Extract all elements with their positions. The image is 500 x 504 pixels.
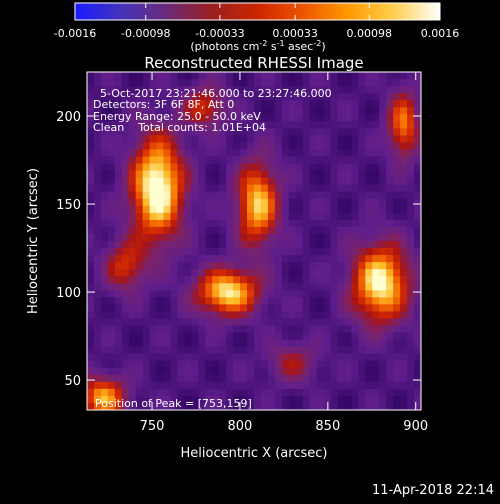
plot-frame xyxy=(86,71,422,411)
y-tick-label: 50 xyxy=(64,374,81,389)
y-tick-label: 150 xyxy=(56,198,81,213)
axis-ticks: 750 800 850 900 50 100 150 200 xyxy=(56,72,428,434)
x-tick-label: 850 xyxy=(315,419,340,434)
colorbar-tick-label: 0.00033 xyxy=(272,27,318,40)
x-tick-label: 900 xyxy=(403,419,428,434)
colorbar-unit-label: (photons cm-2 s-1 asec-2) xyxy=(190,39,325,53)
y-tick-label: 100 xyxy=(56,286,81,301)
colorbar-gradient xyxy=(74,2,441,21)
y-axis-label: Heliocentric Y (arcsec) xyxy=(26,168,41,314)
colorbar-tick-label: -0.0016 xyxy=(54,27,96,40)
footer-date: 11-Apr-2018 22:14 xyxy=(372,483,494,498)
colorbar: -0.0016 -0.00098 -0.00033 0.00033 0.00098 0.0… xyxy=(54,2,459,53)
x-tick-label: 750 xyxy=(140,419,165,434)
x-tick-label: 800 xyxy=(228,419,253,434)
annotation-clean: Clean Total counts: 1.01E+04 xyxy=(93,121,266,134)
annotation-energy: Energy Range: 25.0 - 50.0 keV xyxy=(93,110,261,123)
colorbar-tick-label: -0.00098 xyxy=(121,27,170,40)
annotations: 5-Oct-2017 23:21:46.000 to 23:27:46.000 … xyxy=(93,87,332,410)
chart-title: Reconstructed RHESSI Image xyxy=(144,54,363,72)
heatmap-image xyxy=(87,72,421,410)
colorbar-ticks: -0.0016 -0.00098 -0.00033 0.00033 0.00098 0.0… xyxy=(54,3,459,40)
annotation-peak: Position of Peak = [753,159] xyxy=(95,397,252,410)
annotation-detectors: Detectors: 3F 6F 8F, Att 0 xyxy=(93,98,234,111)
annotation-time: 5-Oct-2017 23:21:46.000 to 23:27:46.000 xyxy=(100,87,332,100)
colorbar-tick-label: 0.00098 xyxy=(347,27,393,40)
colorbar-tick-label: 0.0016 xyxy=(421,27,460,40)
y-tick-label: 200 xyxy=(56,110,81,125)
colorbar-tick-label: -0.00033 xyxy=(195,27,244,40)
x-axis-label: Heliocentric X (arcsec) xyxy=(181,446,328,461)
